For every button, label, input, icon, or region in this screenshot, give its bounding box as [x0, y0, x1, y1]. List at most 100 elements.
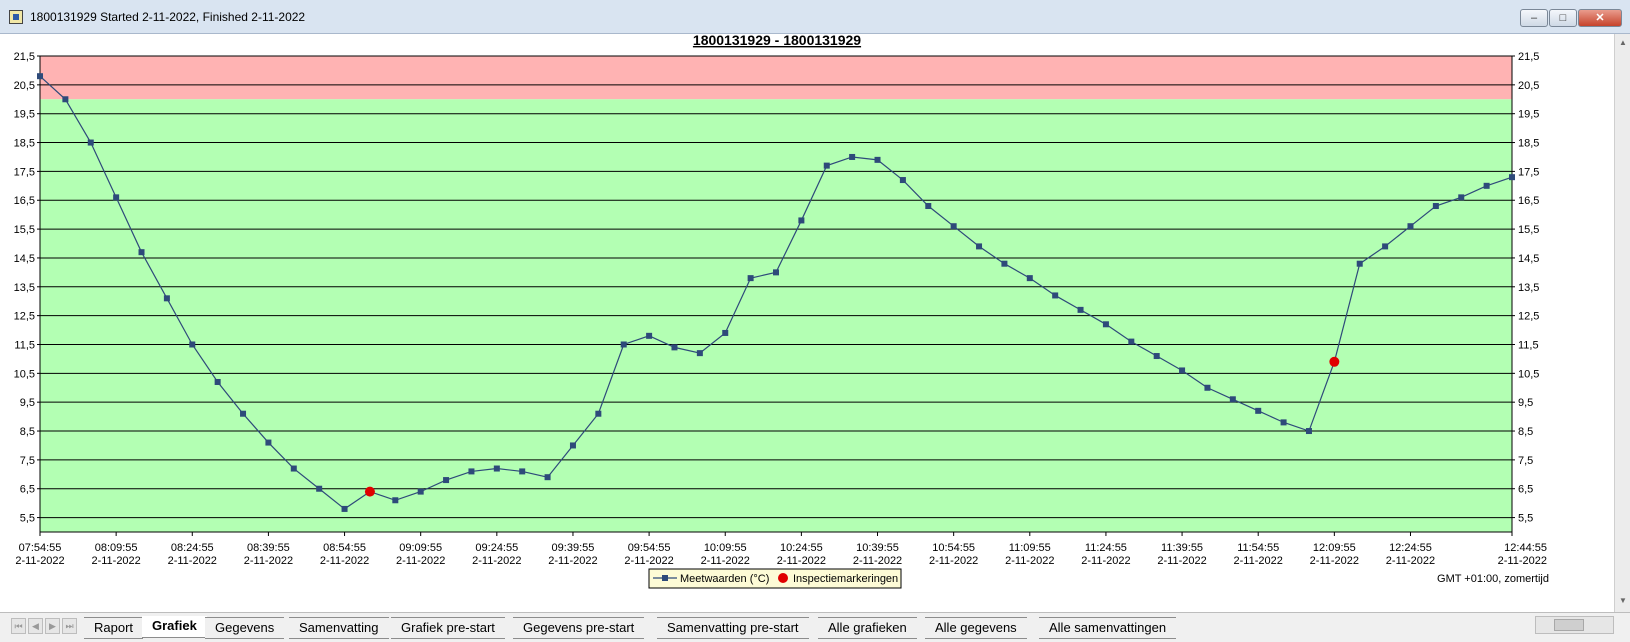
legend-box — [648, 568, 902, 589]
data-point — [214, 378, 221, 385]
x-tick-time-label: 10:09:55 — [704, 542, 747, 554]
legend-entry-inspectiemarkeringen: Inspectiemarkeringen — [793, 573, 898, 585]
data-point — [493, 465, 500, 472]
x-tick-time-label: 12:09:55 — [1313, 542, 1356, 554]
y-tick-left-label: 17,5 — [14, 166, 35, 178]
x-tick-date-label: 2-11-2022 — [168, 555, 217, 567]
horizontal-scrollbar[interactable] — [1535, 616, 1614, 634]
data-point — [392, 497, 399, 504]
x-tick-time-label: 10:39:55 — [856, 542, 899, 554]
scroll-up-icon[interactable]: ▲ — [1619, 38, 1627, 47]
x-tick-time-label: 10:24:55 — [780, 542, 823, 554]
x-tick-time-label: 08:39:55 — [247, 542, 290, 554]
data-point — [290, 465, 297, 472]
y-tick-left-label: 13,5 — [14, 282, 35, 294]
tab-alle-grafieken[interactable]: Alle grafieken — [818, 617, 917, 639]
x-tick-time-label: 12:44:55 — [1504, 542, 1547, 554]
tab-gegevens[interactable]: Gegevens — [205, 617, 285, 639]
y-tick-left-label: 5,5 — [20, 513, 35, 525]
data-point — [1026, 275, 1033, 282]
data-point — [823, 162, 830, 169]
data-point — [87, 139, 94, 146]
x-tick-date-label: 2-11-2022 — [1157, 555, 1206, 567]
last-tab-nav-icon[interactable]: ⏭ — [62, 618, 77, 634]
data-point — [138, 249, 145, 256]
x-tick-date-label: 2-11-2022 — [320, 555, 369, 567]
x-tick-time-label: 09:39:55 — [552, 542, 595, 554]
y-tick-right-label: 7,5 — [1518, 455, 1533, 467]
inspection-marker — [364, 486, 375, 497]
data-point — [417, 488, 424, 495]
data-point — [849, 153, 856, 160]
data-point — [1255, 407, 1262, 414]
legend-inspection-swatch — [778, 573, 788, 583]
scroll-down-icon[interactable]: ▼ — [1619, 596, 1627, 605]
minimize-button[interactable]: – — [1520, 9, 1548, 27]
y-tick-left-label: 10,5 — [14, 368, 35, 380]
y-tick-right-label: 11,5 — [1518, 339, 1539, 351]
tab-grafiek-pre-start[interactable]: Grafiek pre-start — [391, 617, 505, 639]
y-tick-right-label: 18,5 — [1518, 138, 1539, 150]
y-tick-right-label: 6,5 — [1518, 484, 1533, 496]
y-tick-left-label: 12,5 — [14, 311, 35, 323]
prev-tab-nav-icon[interactable]: ◀ — [28, 618, 43, 634]
data-point — [671, 344, 678, 351]
data-point — [519, 468, 526, 475]
x-tick-date-label: 2-11-2022 — [853, 555, 902, 567]
tab-gegevens-pre-start[interactable]: Gegevens pre-start — [513, 617, 645, 639]
y-tick-right-label: 8,5 — [1518, 426, 1533, 438]
data-point — [696, 350, 703, 357]
timezone-note: GMT +01:00, zomertijd — [1437, 573, 1549, 585]
data-point — [1128, 338, 1135, 345]
tab-samenvatting[interactable]: Samenvatting — [289, 617, 389, 639]
tab-grafiek[interactable]: Grafiek — [142, 616, 207, 638]
data-point — [240, 410, 247, 417]
data-point — [899, 177, 906, 184]
y-tick-left-label: 7,5 — [20, 455, 35, 467]
data-point — [544, 474, 551, 481]
data-point — [113, 194, 120, 201]
legend-marker-swatch — [662, 575, 668, 581]
horizontal-scroll-thumb[interactable] — [1554, 619, 1584, 631]
x-tick-time-label: 11:54:55 — [1237, 542, 1279, 554]
data-point — [595, 410, 602, 417]
x-tick-time-label: 09:24:55 — [475, 542, 518, 554]
tab-raport[interactable]: Raport — [84, 617, 144, 639]
data-point — [443, 477, 450, 484]
data-point — [1509, 174, 1515, 181]
x-tick-date-label: 2-11-2022 — [244, 555, 293, 567]
maximize-button[interactable]: □ — [1549, 9, 1577, 27]
x-tick-time-label: 11:09:55 — [1009, 542, 1051, 554]
app-icon — [9, 10, 23, 24]
x-tick-date-label: 2-11-2022 — [91, 555, 140, 567]
data-point — [468, 468, 475, 475]
x-tick-date-label: 2-11-2022 — [1386, 555, 1435, 567]
window-titlebar: 1800131929 Started 2-11-2022, Finished 2… — [0, 0, 1630, 34]
tab-alle-samenvattingen[interactable]: Alle samenvattingen — [1039, 617, 1177, 639]
data-point — [925, 203, 932, 210]
y-tick-left-label: 18,5 — [14, 138, 35, 150]
data-point — [976, 243, 983, 250]
x-tick-time-label: 11:24:55 — [1085, 542, 1127, 554]
y-tick-right-label: 21,5 — [1518, 51, 1539, 63]
y-tick-right-label: 13,5 — [1518, 282, 1539, 294]
next-tab-nav-icon[interactable]: ▶ — [45, 618, 60, 634]
tab-samenvatting-pre-start[interactable]: Samenvatting pre-start — [657, 617, 809, 639]
data-point — [722, 329, 729, 336]
data-point — [341, 505, 348, 512]
x-tick-date-label: 2-11-2022 — [396, 555, 445, 567]
y-tick-left-label: 8,5 — [20, 426, 35, 438]
first-tab-nav-icon[interactable]: ⏮ — [11, 618, 26, 634]
y-tick-left-label: 21,5 — [14, 51, 35, 63]
legend-entry-meetwaarden: Meetwaarden (°C) — [680, 573, 769, 585]
tab-alle-gegevens[interactable]: Alle gegevens — [925, 617, 1027, 639]
x-tick-date-label: 2-11-2022 — [777, 555, 826, 567]
y-tick-right-label: 14,5 — [1518, 253, 1539, 265]
inspection-marker — [1329, 356, 1340, 367]
vertical-scrollbar[interactable]: ▲ ▼ — [1614, 34, 1630, 612]
data-point — [620, 341, 627, 348]
data-point — [874, 156, 881, 163]
close-button[interactable]: ✕ — [1578, 9, 1622, 27]
x-tick-date-label: 2-11-2022 — [472, 555, 521, 567]
data-point — [798, 217, 805, 224]
